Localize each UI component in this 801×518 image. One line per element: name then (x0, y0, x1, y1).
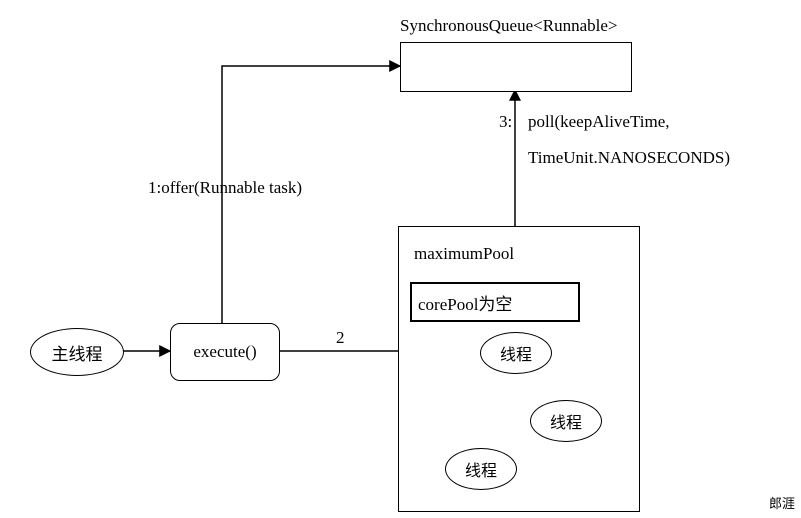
diagram-canvas: SynchronousQueue<Runnable> 1:offer(Runna… (0, 0, 801, 518)
core-pool-label: corePool为空 (418, 290, 512, 315)
thread-node-2: 线程 (530, 400, 602, 442)
thread-node-3: 线程 (445, 448, 517, 490)
queue-box (400, 42, 632, 92)
core-pool-box: corePool为空 (410, 282, 580, 322)
thread-2-label: 线程 (550, 409, 582, 433)
thread-1-label: 线程 (500, 341, 532, 365)
thread-node-1: 线程 (480, 332, 552, 374)
execute-label: execute() (193, 342, 256, 362)
edge-2-label: 2 (336, 328, 345, 348)
edge-3-label-num: 3: (499, 112, 512, 132)
execute-node: execute() (170, 323, 280, 381)
maximum-pool-title: maximumPool (414, 244, 514, 264)
main-thread-label: 主线程 (52, 340, 103, 365)
edge-1-label: 1:offer(Runnable task) (148, 178, 302, 198)
edge-3-label-line1: poll(keepAliveTime, (528, 112, 670, 132)
thread-3-label: 线程 (465, 457, 497, 481)
main-thread-node: 主线程 (30, 328, 124, 376)
watermark: 郎涯 (769, 493, 795, 512)
queue-title: SynchronousQueue<Runnable> (400, 16, 617, 36)
edge-3-label-line2: TimeUnit.NANOSECONDS) (528, 148, 730, 168)
